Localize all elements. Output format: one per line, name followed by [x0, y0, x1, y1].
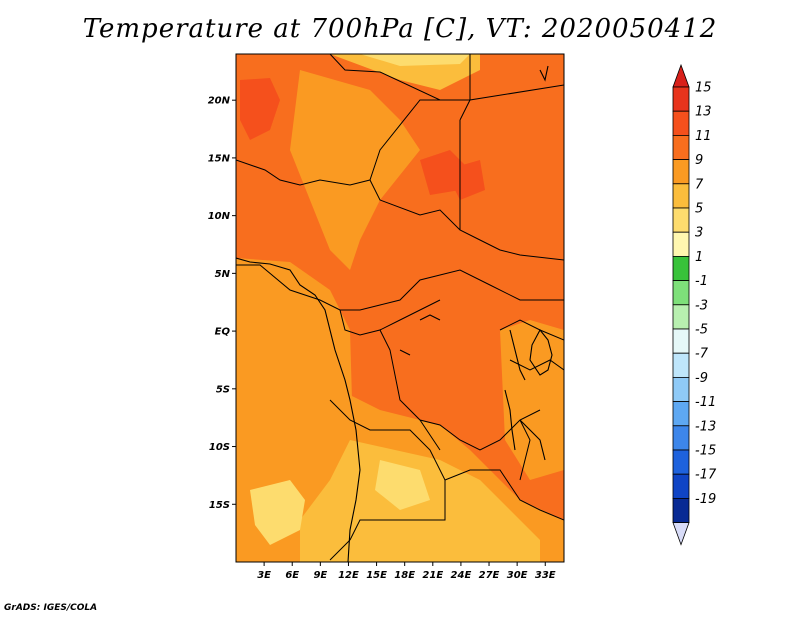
colorbar-label: -5	[695, 323, 708, 338]
colorbar-swatch	[672, 255, 690, 281]
lat-tick-label: EQ	[215, 327, 231, 338]
colorbar-label: -13	[695, 419, 716, 434]
colorbar-swatch	[672, 304, 690, 330]
colorbar-label: 15	[695, 81, 712, 96]
lat-tick-label: 10N	[208, 211, 231, 222]
lat-tick-label: 20N	[208, 96, 231, 107]
lon-tick-label: 12E	[338, 570, 359, 581]
colorbar-bottom-cap	[672, 522, 690, 546]
field-zone-13-west	[240, 78, 280, 140]
coastlines	[236, 65, 553, 562]
temperature-field	[236, 54, 564, 562]
lat-tick-label: 10S	[209, 442, 230, 453]
grads-credit: GrADS: IGES/COLA	[4, 603, 98, 613]
colorbar-swatch	[672, 497, 690, 523]
colorbar-swatch	[672, 401, 690, 427]
lat-tick-label: 5S	[216, 384, 230, 395]
lon-tick-label: 21E	[422, 570, 443, 581]
country-borders	[236, 54, 564, 561]
colorbar-label: -7	[695, 347, 709, 362]
field-zone-9-north-belt	[290, 70, 420, 270]
lon-tick-label: 3E	[257, 570, 271, 581]
lon-tick-label: 33E	[535, 570, 556, 581]
lon-tick-label: 27E	[479, 570, 500, 581]
colorbar-swatch	[672, 280, 690, 306]
colorbar-swatch	[672, 110, 690, 136]
lon-tick-label: 24E	[451, 570, 472, 581]
field-zone-5-south-b	[375, 460, 430, 510]
colorbar-label: -15	[695, 444, 716, 459]
colorbar-label: 1	[695, 250, 703, 265]
lat-tick-label: 15N	[208, 153, 231, 164]
lon-tick-label: 30E	[507, 570, 528, 581]
map-title: Temperature at 700hPa [C], VT: 202005041…	[82, 14, 718, 44]
colorbar-label: 7	[695, 177, 704, 192]
lon-tick-label: 9E	[313, 570, 327, 581]
lon-tick-label: 6E	[285, 570, 299, 581]
colorbar-swatch	[672, 86, 690, 112]
colorbar-swatch	[672, 134, 690, 160]
colorbar-swatch	[672, 207, 690, 233]
colorbar-swatch	[672, 473, 690, 499]
colorbar-swatch	[672, 231, 690, 257]
colorbar-label: 13	[695, 105, 712, 120]
colorbar-label: 5	[695, 202, 703, 217]
field-zone-13-east	[445, 160, 485, 200]
colorbar-label: -9	[695, 371, 708, 386]
lon-tick-label: 18E	[394, 570, 415, 581]
colorbar-top-cap	[672, 63, 690, 88]
latitude-axis: 20N 15N 10N 5N EQ 5S 10S 15S	[208, 96, 236, 511]
colorbar-label: 3	[695, 226, 703, 241]
colorbar-swatch	[672, 352, 690, 378]
map-frame	[235, 53, 565, 563]
colorbar-swatch	[672, 449, 690, 475]
longitude-axis: 3E 6E 9E 12E 15E 18E 21E 24E 27E 30E 33E	[257, 562, 556, 581]
colorbar-swatch	[672, 376, 690, 402]
field-zone-9-east	[500, 320, 564, 480]
field-zone-5-south	[250, 480, 305, 545]
colorbar: 15 13 11 9 7 5 3 1 -1 -3 -5 -7 -9 -11 -13 -15 -17 -19	[672, 63, 717, 546]
colorbar-label: -3	[695, 298, 708, 313]
colorbar-swatch	[672, 183, 690, 209]
field-zone-5-north	[360, 54, 470, 66]
colorbar-label: -17	[695, 468, 717, 483]
colorbar-swatch	[672, 159, 690, 185]
lon-tick-label: 15E	[366, 570, 387, 581]
colorbar-swatch	[672, 425, 690, 451]
lat-tick-label: 5N	[215, 269, 231, 280]
colorbar-label: 11	[695, 129, 712, 144]
colorbar-swatch	[672, 328, 690, 354]
lat-tick-label: 15S	[209, 500, 230, 511]
colorbar-label: -1	[695, 274, 708, 289]
colorbar-label: -19	[695, 492, 716, 507]
colorbar-label: -11	[695, 395, 716, 410]
colorbar-label: 9	[695, 153, 703, 168]
